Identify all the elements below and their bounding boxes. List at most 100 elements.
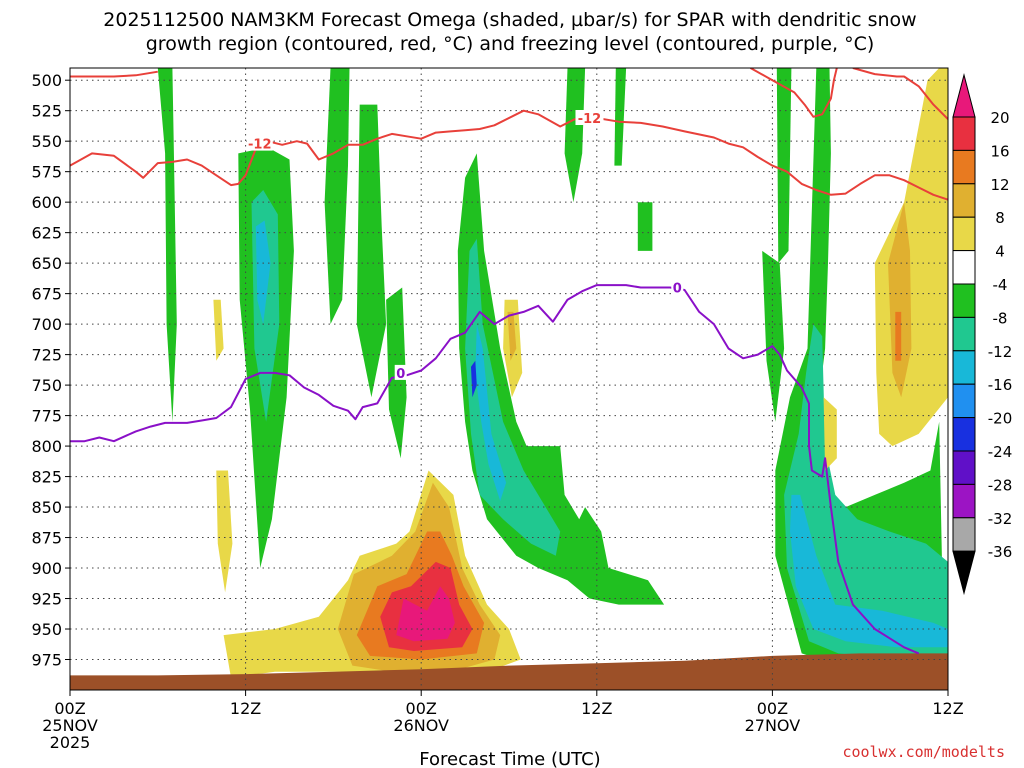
colorbar-swatch bbox=[952, 483, 976, 519]
colorbar-swatch bbox=[952, 417, 976, 452]
x-tick-label: 00Z bbox=[54, 699, 85, 718]
freezing-label-bg bbox=[671, 279, 684, 295]
omega-region bbox=[637, 202, 653, 251]
dgz-contour-label-bg bbox=[246, 135, 273, 151]
colorbar-tick-label: 20 bbox=[990, 109, 1009, 127]
y-tick-label: 775 bbox=[31, 407, 62, 426]
freezing-level-line bbox=[70, 284, 920, 655]
y-tick-label: 900 bbox=[31, 559, 62, 578]
colorbar-swatch bbox=[952, 283, 976, 318]
omega-region bbox=[507, 311, 517, 361]
dgz-contour-label: -12 bbox=[578, 112, 602, 127]
colorbar-tick-label: -28 bbox=[988, 476, 1013, 494]
contours: -12 -12 0 0 bbox=[70, 68, 948, 655]
colorbar-swatch bbox=[952, 383, 976, 419]
colorbar-tick-label: -24 bbox=[988, 443, 1013, 461]
colorbar-swatch bbox=[952, 517, 976, 552]
y-tick-label: 700 bbox=[31, 315, 62, 334]
chart-title-line2: growth region (contoured, red, °C) and f… bbox=[146, 33, 875, 55]
omega-region bbox=[324, 68, 350, 325]
y-tick-label: 600 bbox=[31, 193, 62, 212]
colorbar-swatch bbox=[952, 250, 976, 285]
colorbar-tick-label: -36 bbox=[988, 543, 1013, 561]
y-tick-label: 500 bbox=[31, 71, 62, 90]
y-tick-label: 525 bbox=[31, 102, 62, 121]
omega-region bbox=[614, 68, 627, 166]
y-tick-label: 550 bbox=[31, 132, 62, 151]
x-tick-label: 00Z bbox=[757, 699, 788, 718]
colorbar-swatch bbox=[952, 149, 976, 185]
colorbar-swatch bbox=[952, 183, 976, 218]
dgz-contour-label-bg bbox=[575, 110, 604, 126]
omega-region bbox=[776, 68, 792, 264]
x-tick-label: 25NOV bbox=[42, 716, 98, 735]
colorbar-tick-label: -4 bbox=[993, 276, 1008, 294]
y-tick-label: 800 bbox=[31, 437, 62, 456]
colorbar-tick-label: -20 bbox=[988, 410, 1013, 428]
dgz-contour-line bbox=[852, 68, 948, 120]
terrain-fill bbox=[70, 653, 948, 690]
y-tick-label: 625 bbox=[31, 224, 62, 243]
dgz-contour-line bbox=[70, 70, 158, 78]
colorbar-tick-label: 12 bbox=[990, 176, 1009, 194]
colorbar-bottom-arrow bbox=[952, 550, 976, 596]
colorbar-swatch bbox=[952, 216, 976, 252]
dgz-contour-label: -12 bbox=[248, 138, 272, 153]
omega-region bbox=[356, 104, 387, 398]
omega-region bbox=[895, 311, 902, 361]
omega-region bbox=[888, 202, 912, 398]
y-tick-label: 950 bbox=[31, 620, 62, 639]
x-tick-label: 2025 bbox=[50, 733, 91, 752]
x-tick-label: 12Z bbox=[581, 699, 612, 718]
omega-region bbox=[790, 494, 948, 648]
colorbar-swatch bbox=[952, 350, 976, 385]
dgz-contour-line bbox=[750, 68, 838, 118]
colorbar-tick-label: 16 bbox=[990, 142, 1009, 160]
colorbar-tick-label: -12 bbox=[988, 343, 1013, 361]
x-tick-label: 12Z bbox=[230, 699, 261, 718]
colorbar-swatch bbox=[952, 450, 976, 485]
y-tick-label: 650 bbox=[31, 254, 62, 273]
freezing-level-label: 0 bbox=[396, 367, 405, 382]
omega-region bbox=[216, 470, 233, 593]
colorbar-top-arrow bbox=[952, 73, 976, 118]
y-tick-label: 850 bbox=[31, 498, 62, 517]
y-tick-label: 575 bbox=[31, 163, 62, 182]
omega-region bbox=[784, 324, 948, 660]
x-axis-label: Forecast Time (UTC) bbox=[419, 749, 600, 768]
omega-region bbox=[255, 220, 271, 325]
omega-region bbox=[157, 68, 177, 422]
x-tick-label: 12Z bbox=[932, 699, 963, 718]
colorbar-tick-label: -32 bbox=[988, 510, 1013, 528]
y-tick-label: 725 bbox=[31, 346, 62, 365]
omega-shading bbox=[157, 68, 948, 678]
dgz-contour-line bbox=[70, 109, 948, 201]
colorbar: 20 16 12 8 4 -4 -8 -12 -16 -20 -24 -28 -32 -36 bbox=[952, 73, 1013, 596]
terrain bbox=[70, 653, 948, 690]
colorbar-tick-label: -16 bbox=[988, 376, 1013, 394]
omega-region bbox=[762, 250, 785, 422]
colorbar-swatch bbox=[952, 316, 976, 352]
y-tick-label: 825 bbox=[31, 468, 62, 487]
x-tick-label: 26NOV bbox=[393, 716, 449, 735]
omega-region bbox=[475, 324, 507, 501]
credit-link[interactable]: coolwx.com/modelts bbox=[842, 743, 1005, 761]
x-tick-label: 00Z bbox=[406, 699, 437, 718]
omega-region bbox=[396, 586, 455, 642]
y-tick-label: 975 bbox=[31, 651, 62, 670]
omega-region bbox=[471, 360, 477, 398]
y-tick-label: 750 bbox=[31, 376, 62, 395]
colorbar-tick-label: 8 bbox=[995, 209, 1005, 227]
colorbar-swatch bbox=[952, 116, 976, 151]
omega-region bbox=[874, 68, 948, 447]
y-axis: 500 525 550 575 600 625 650 675 700 725 750 775 800 8… bbox=[31, 71, 70, 670]
y-tick-label: 925 bbox=[31, 590, 62, 609]
y-tick-label: 675 bbox=[31, 285, 62, 304]
colorbar-tick-label: -8 bbox=[993, 309, 1008, 327]
y-tick-label: 875 bbox=[31, 529, 62, 548]
omega-region bbox=[564, 68, 586, 203]
freezing-label-bg bbox=[394, 364, 407, 380]
omega-region bbox=[823, 397, 837, 471]
